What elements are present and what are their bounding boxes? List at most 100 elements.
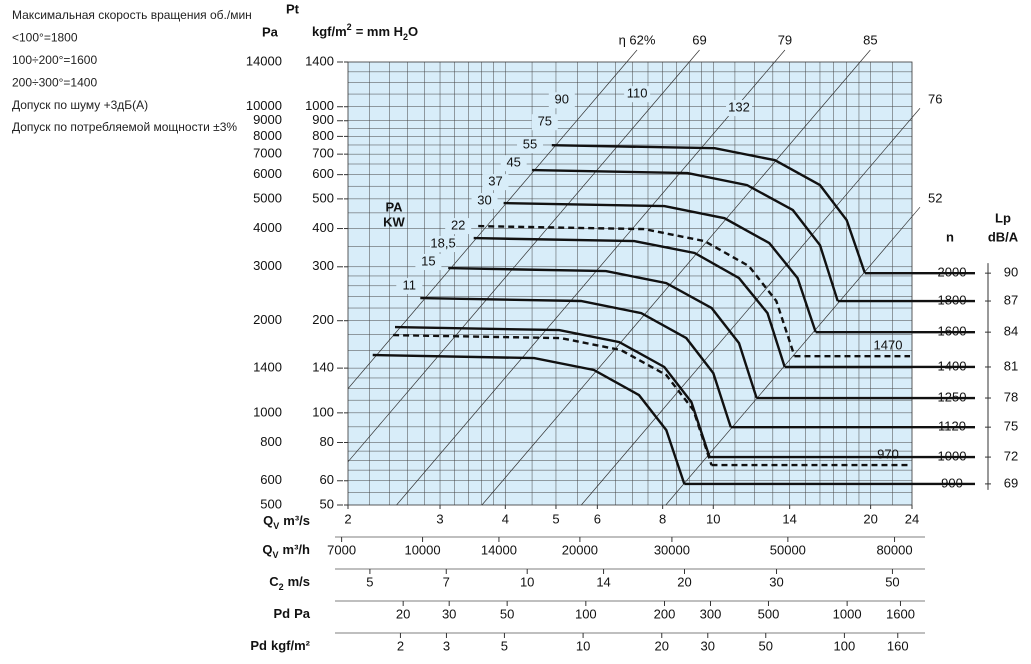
efficiency-line bbox=[396, 49, 786, 506]
axis-tick-label: 50000 bbox=[770, 542, 806, 557]
y2-tick-label: 140 bbox=[312, 360, 334, 375]
lp-header: Lp bbox=[995, 210, 1011, 225]
axis-label-sub: V bbox=[273, 521, 279, 531]
noise-label: 90 bbox=[1004, 265, 1018, 280]
axis-tick-label: 30 bbox=[442, 606, 456, 621]
annotation: 110 bbox=[627, 86, 648, 101]
speed-label: 1250 bbox=[938, 389, 967, 404]
axis-tick-label: 200 bbox=[654, 606, 676, 621]
y2-tick-label: 700 bbox=[312, 146, 334, 161]
annotation: 132 bbox=[728, 100, 750, 115]
annotation-bg bbox=[471, 193, 498, 210]
y2-axis-label-part: O bbox=[408, 24, 418, 39]
efficiency-line bbox=[581, 107, 921, 506]
axis-label-part: Q bbox=[263, 513, 273, 528]
y-tick-label: 600 bbox=[260, 472, 282, 487]
speed-label: 970 bbox=[877, 447, 899, 462]
y-tick-label: 9000 bbox=[253, 112, 282, 127]
speed-label: 1000 bbox=[938, 449, 967, 464]
y-tick-label: 3000 bbox=[253, 258, 282, 273]
y-tick-label: 800 bbox=[260, 434, 282, 449]
noise-label: 84 bbox=[1004, 324, 1018, 339]
axis-tick-label: 50 bbox=[885, 574, 899, 589]
axis-tick-label: 160 bbox=[887, 638, 909, 653]
y2-tick-label: 1400 bbox=[305, 53, 334, 68]
y2-tick-label: 800 bbox=[312, 128, 334, 143]
axis-tick-label: 10000 bbox=[404, 542, 440, 557]
axis-label-unit: kgf/m² bbox=[271, 638, 311, 653]
axis-label: QV m³/h bbox=[262, 542, 310, 560]
axis-tick-label: 14 bbox=[596, 574, 610, 589]
y2-tick-label: 300 bbox=[312, 258, 334, 273]
speed-label: 900 bbox=[941, 475, 963, 490]
axis-tick-label: 3 bbox=[443, 638, 450, 653]
x-tick-label: 24 bbox=[905, 511, 919, 526]
x-tick-label: 8 bbox=[659, 511, 666, 526]
axis-tick-label: 10 bbox=[576, 638, 590, 653]
y-tick-label: 2000 bbox=[253, 312, 282, 327]
y-tick-label: 7000 bbox=[253, 146, 282, 161]
fan-curve bbox=[473, 236, 786, 368]
speed-label: 1400 bbox=[938, 358, 967, 373]
fan-curve bbox=[532, 168, 839, 302]
axis-tick-label: 30000 bbox=[654, 542, 690, 557]
annotation: 55 bbox=[523, 137, 537, 152]
axis-tick-label: 20 bbox=[677, 574, 691, 589]
annotation-bg bbox=[415, 254, 442, 271]
y2-tick-label: 60 bbox=[320, 472, 334, 487]
x-tick-label: 2 bbox=[344, 511, 351, 526]
efficiency-label: 85 bbox=[863, 32, 877, 47]
y2-tick-label: 500 bbox=[312, 190, 334, 205]
axis-tick-label: 30 bbox=[701, 638, 715, 653]
axis-tick-label: 5 bbox=[501, 638, 508, 653]
axis-tick-label: 1000 bbox=[833, 606, 862, 621]
axis-label: Pd kgf/m² bbox=[250, 638, 310, 653]
y2-axis-title: Pt bbox=[286, 1, 300, 16]
y2-tick-label: 80 bbox=[320, 434, 334, 449]
axis-tick-label: 30 bbox=[769, 574, 783, 589]
annotation-bg bbox=[624, 86, 651, 103]
annotation: 18,5 bbox=[430, 235, 455, 250]
x-tick-label: 14 bbox=[782, 511, 796, 526]
efficiency-label: 69 bbox=[692, 32, 706, 47]
annotation-bg bbox=[500, 155, 527, 172]
annotation-bg bbox=[482, 174, 509, 191]
y2-tick-label: 400 bbox=[312, 220, 334, 235]
efficiency-label: 79 bbox=[778, 32, 792, 47]
noise-label: 69 bbox=[1004, 475, 1018, 490]
x-tick-label: 10 bbox=[706, 511, 720, 526]
axis-label: Pd Pa bbox=[273, 606, 310, 621]
y-tick-label: 5000 bbox=[253, 190, 282, 205]
y-tick-label: 1000 bbox=[253, 404, 282, 419]
efficiency-line bbox=[481, 49, 871, 506]
x-tick-label: 4 bbox=[502, 511, 509, 526]
axis-tick-label: 2 bbox=[397, 638, 404, 653]
y-tick-label: 10000 bbox=[246, 98, 282, 113]
speed-label: 1800 bbox=[938, 292, 967, 307]
n-header: n bbox=[946, 229, 954, 244]
power-label: KW bbox=[383, 214, 405, 229]
x-tick-label: 3 bbox=[436, 511, 443, 526]
note: Максимальная скорость вращения об./мин bbox=[12, 8, 252, 22]
annotation: 37 bbox=[488, 174, 502, 189]
x-tick-label: 5 bbox=[552, 511, 559, 526]
y2-tick-label: 100 bbox=[312, 404, 334, 419]
fan-curve bbox=[420, 296, 732, 428]
noise-label: 72 bbox=[1004, 449, 1018, 464]
axis-tick-label: 14000 bbox=[481, 542, 517, 557]
axis-label-unit: m³/s bbox=[283, 513, 310, 528]
annotation-bg bbox=[396, 278, 423, 295]
plot-area bbox=[348, 62, 912, 505]
y2-tick-label: 50 bbox=[320, 496, 334, 511]
annotation: 22 bbox=[451, 218, 465, 233]
axis-tick-label: 10 bbox=[520, 574, 534, 589]
axis-label-unit: m/s bbox=[288, 574, 310, 589]
y2-tick-label: 900 bbox=[312, 112, 334, 127]
y2-axis-label-part: 2 bbox=[347, 22, 352, 32]
annotation-bg bbox=[445, 218, 472, 235]
y2-tick-label: 1000 bbox=[305, 98, 334, 113]
note: Допуск по потребляемой мощности ±3% bbox=[12, 120, 237, 134]
annotation-bg bbox=[531, 114, 558, 131]
